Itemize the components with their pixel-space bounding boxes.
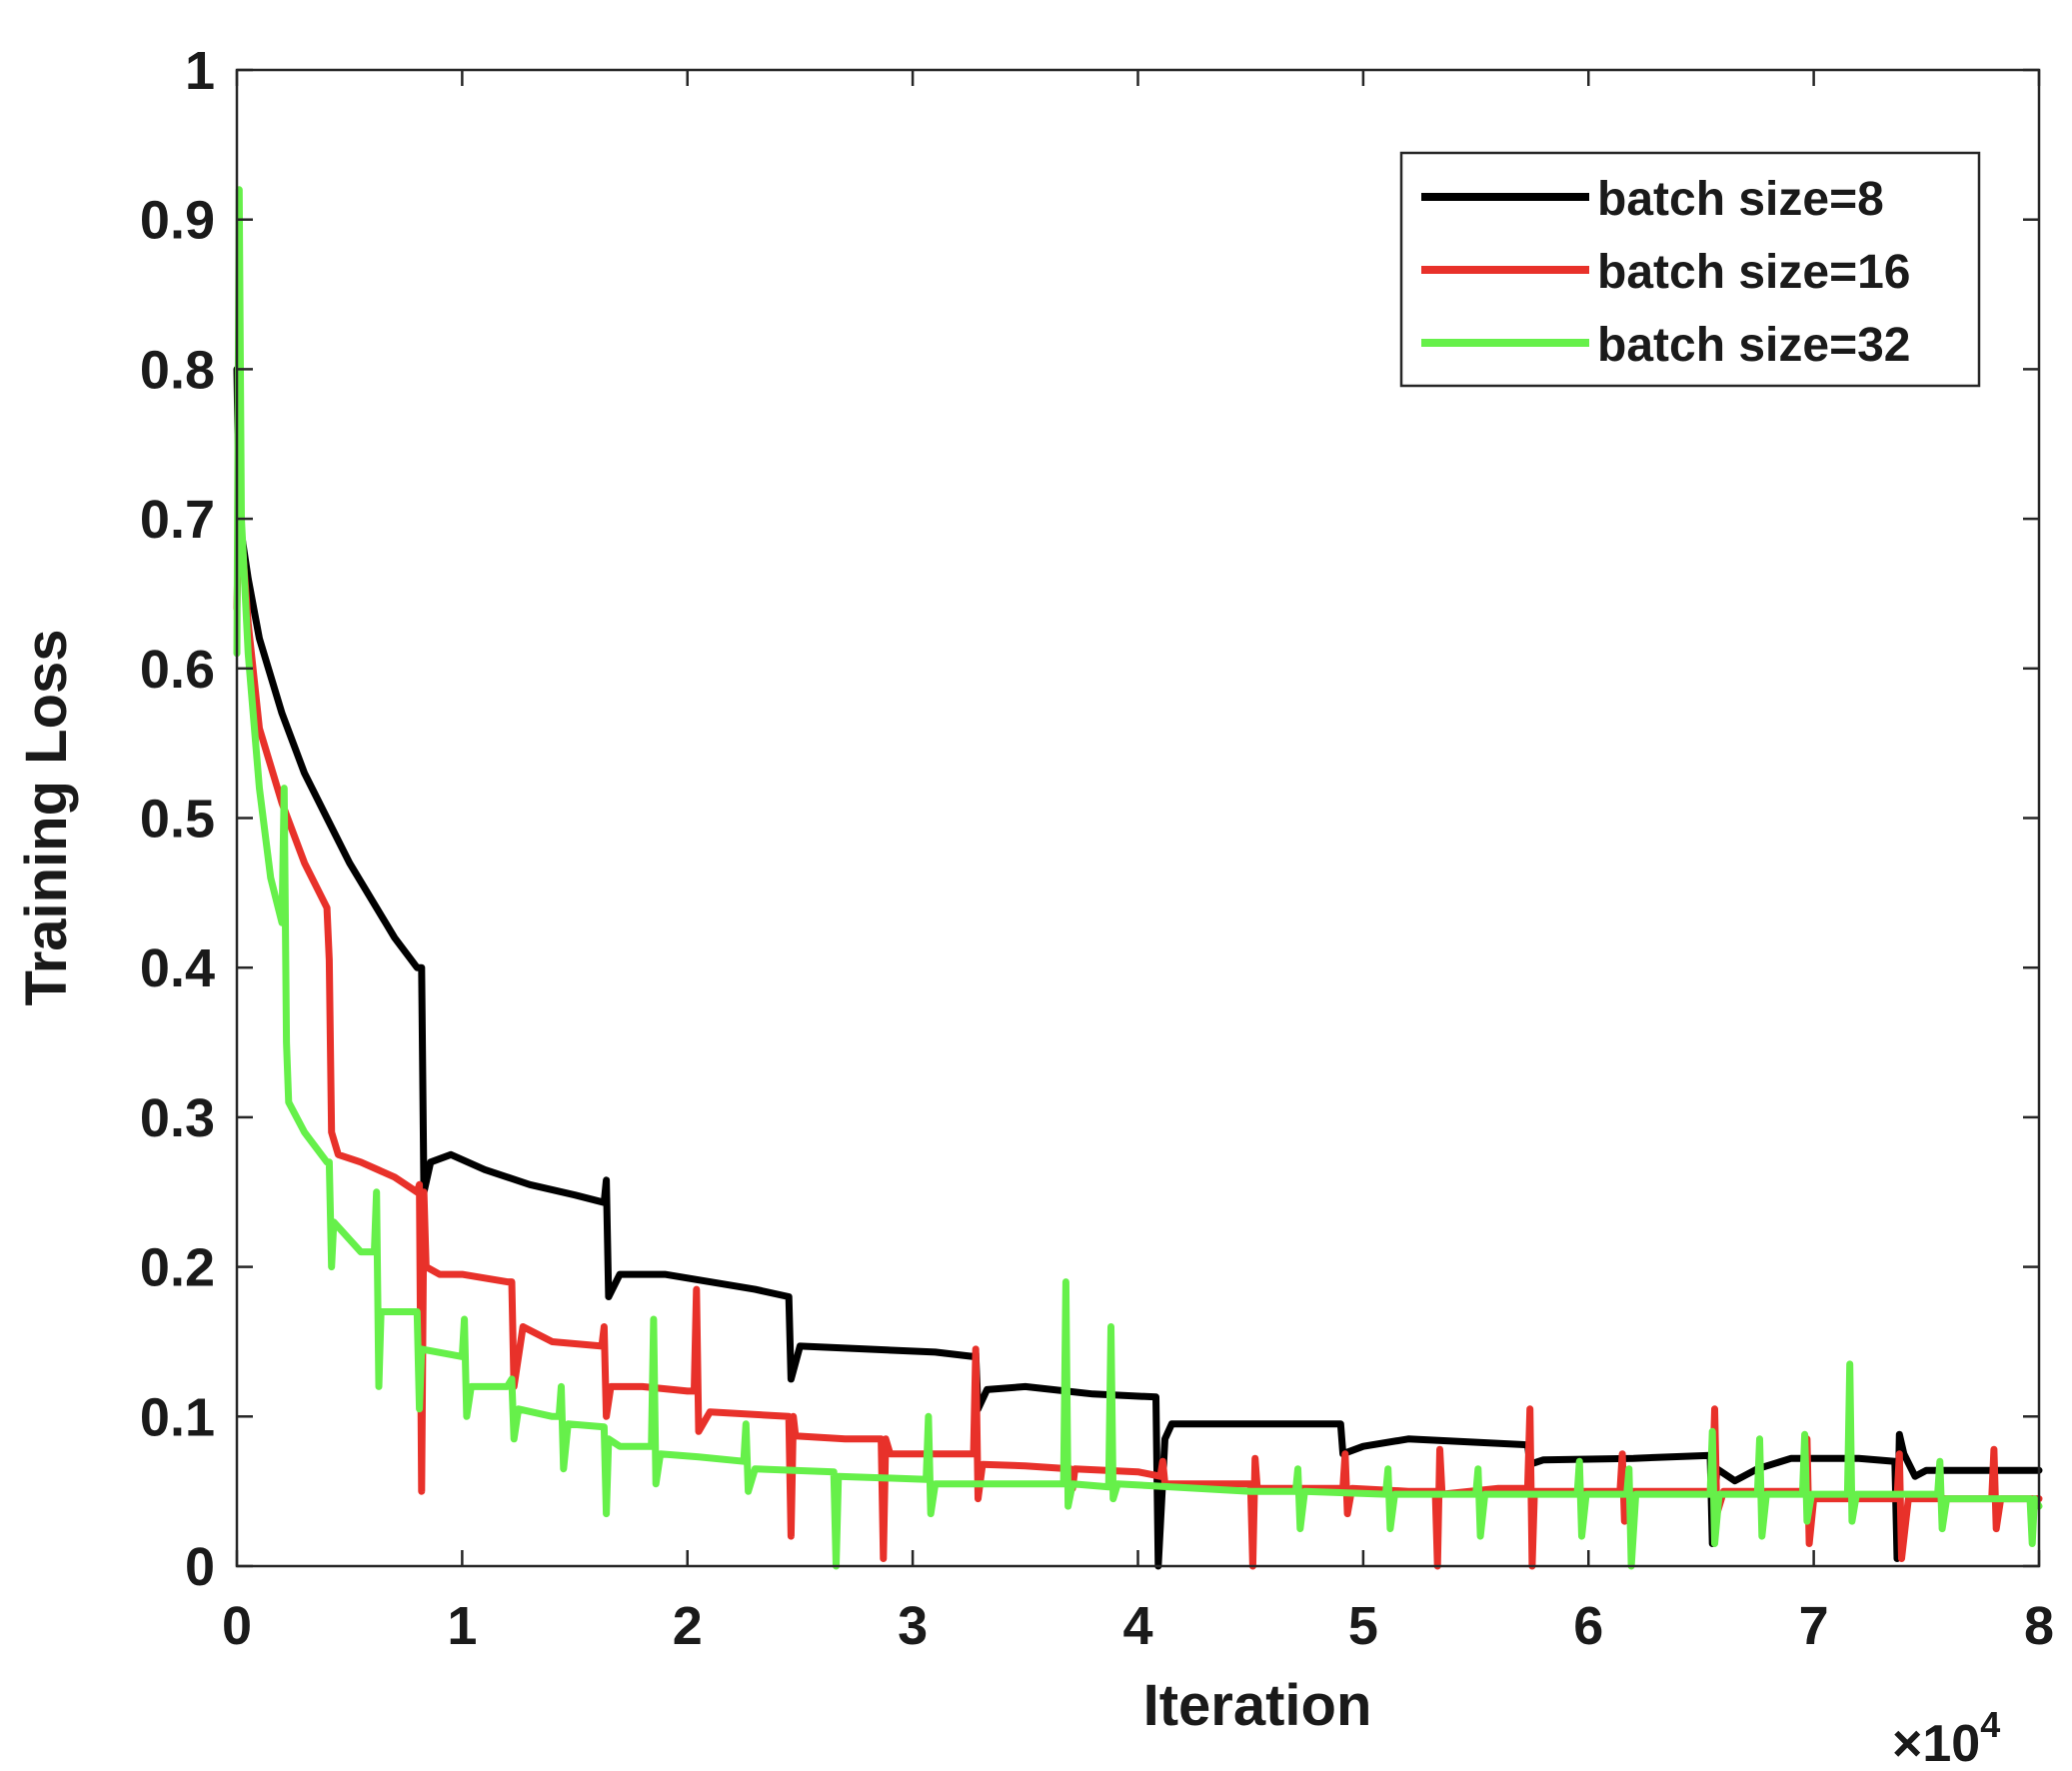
y-tick-label: 0.4 <box>140 938 215 998</box>
x-axis-label: Iteration <box>1143 1673 1372 1738</box>
x-tick-label: 5 <box>1348 1596 1378 1656</box>
x-tick-label: 7 <box>1799 1596 1829 1656</box>
x-tick-label: 2 <box>673 1596 703 1656</box>
y-tick-label: 0.1 <box>140 1387 215 1447</box>
x-tick-label: 1 <box>447 1596 477 1656</box>
x-axis-multiplier-base: ×10 <box>1892 1715 1980 1771</box>
plot-series-group <box>233 186 2043 1570</box>
y-tick-label: 0.3 <box>140 1088 215 1148</box>
y-axis-label: Training Loss <box>14 629 79 1005</box>
x-tick-label: 8 <box>2024 1596 2054 1656</box>
axis-ticks: 0 1 2 3 4 5 6 7 8 0 0.1 0.2 0.3 0.4 0.5 0.6 0.7 0.8 0.9 1 <box>140 41 2054 1656</box>
y-tick-label: 0.2 <box>140 1238 215 1298</box>
x-axis-multiplier-exponent: 4 <box>1980 1704 2000 1745</box>
legend-label: batch size=16 <box>1597 246 1911 299</box>
y-tick-label: 0.9 <box>140 191 215 251</box>
y-tick-label: 0.8 <box>140 340 215 400</box>
x-tick-label: 3 <box>898 1596 928 1656</box>
x-tick-label: 0 <box>222 1596 252 1656</box>
x-tick-label: 4 <box>1122 1596 1152 1656</box>
x-axis-multiplier: ×104 <box>1892 1704 2000 1771</box>
y-tick-label: 0.6 <box>140 640 215 700</box>
series-line-3 <box>233 186 2043 1570</box>
legend: batch size=8 batch size=16 batch size=32 <box>1399 151 1981 388</box>
y-tick-label: 0 <box>185 1537 215 1597</box>
x-tick-label: 6 <box>1573 1596 1603 1656</box>
legend-label: batch size=32 <box>1597 319 1911 372</box>
y-tick-label: 0.7 <box>140 490 215 550</box>
y-tick-label: 0.5 <box>140 790 215 850</box>
legend-label: batch size=8 <box>1597 173 1884 226</box>
y-tick-label: 1 <box>185 41 215 101</box>
